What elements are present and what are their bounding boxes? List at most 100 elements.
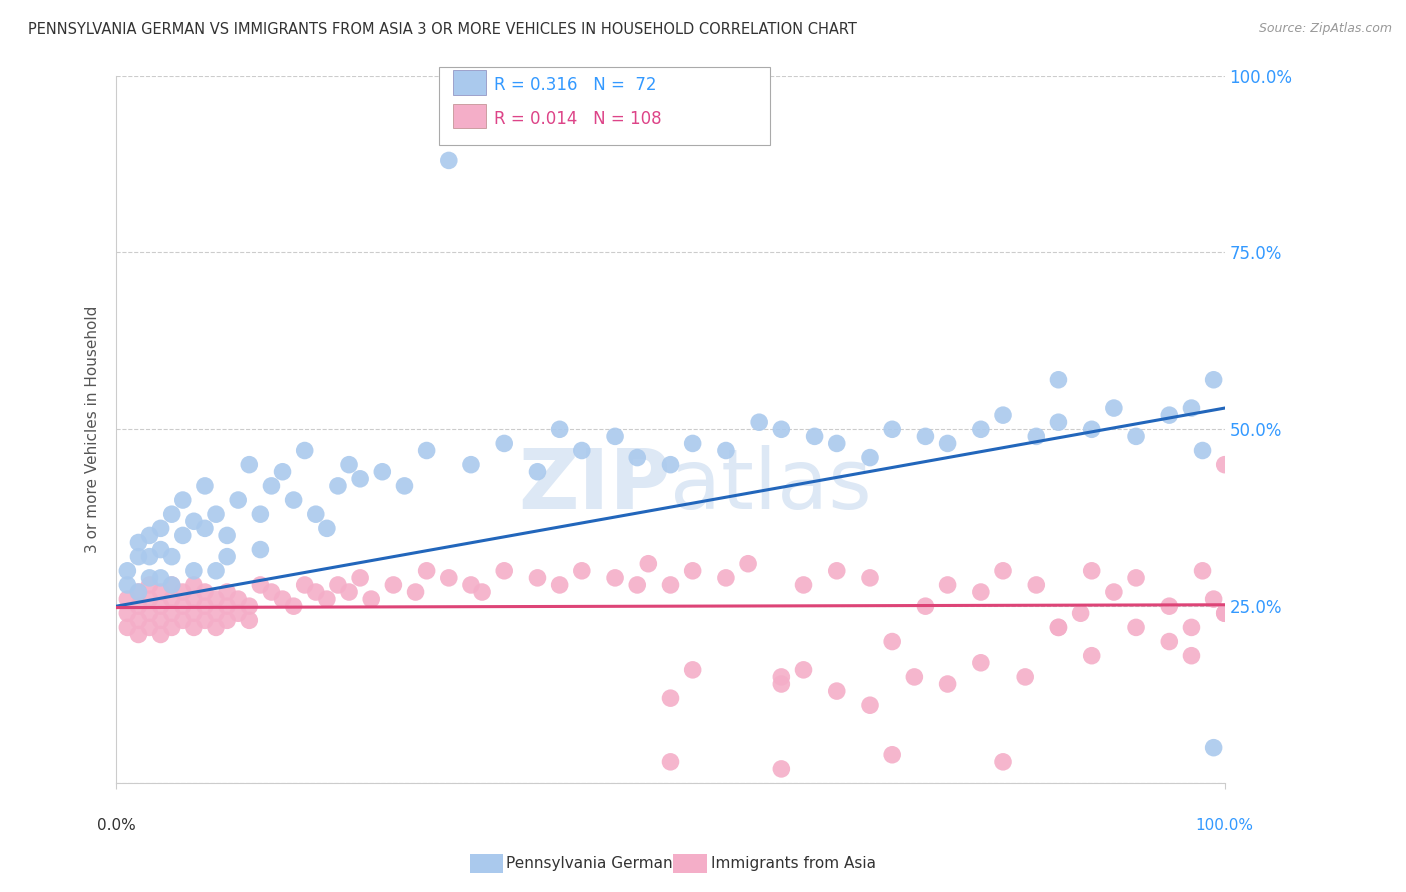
Text: Pennsylvania Germans: Pennsylvania Germans [506, 856, 681, 871]
Point [882, 634, 904, 648]
Point [160, 578, 183, 592]
Point [194, 585, 217, 599]
Point [127, 535, 149, 549]
Text: 0.0%: 0.0% [97, 819, 135, 833]
Point [1102, 585, 1125, 599]
Point [249, 578, 271, 592]
Point [1070, 606, 1092, 620]
Point [117, 578, 139, 592]
Point [1047, 620, 1070, 634]
Point [914, 599, 936, 614]
Point [1025, 429, 1047, 443]
Point [936, 436, 959, 450]
Point [970, 422, 993, 436]
Text: PENNSYLVANIA GERMAN VS IMMIGRANTS FROM ASIA 3 OR MORE VEHICLES IN HOUSEHOLD CORR: PENNSYLVANIA GERMAN VS IMMIGRANTS FROM A… [28, 22, 858, 37]
Point [238, 458, 260, 472]
Point [859, 450, 882, 465]
Point [882, 747, 904, 762]
Point [183, 514, 205, 528]
Point [825, 684, 848, 698]
Point [682, 436, 704, 450]
Point [238, 613, 260, 627]
Point [659, 691, 682, 706]
Point [149, 585, 172, 599]
Point [226, 493, 249, 508]
Point [792, 578, 814, 592]
Point [859, 698, 882, 713]
Point [149, 542, 172, 557]
Text: atlas: atlas [671, 445, 872, 526]
Point [415, 564, 437, 578]
Point [437, 153, 460, 168]
Point [305, 507, 328, 521]
Point [226, 592, 249, 607]
Point [659, 578, 682, 592]
Point [194, 613, 217, 627]
Point [205, 564, 228, 578]
Point [127, 549, 149, 564]
Text: R = 0.014   N = 108: R = 0.014 N = 108 [494, 110, 661, 128]
Point [803, 429, 825, 443]
Point [914, 429, 936, 443]
Point [127, 585, 149, 599]
Point [283, 493, 305, 508]
Point [548, 422, 571, 436]
Point [127, 585, 149, 599]
Point [205, 606, 228, 620]
Point [138, 592, 160, 607]
Point [183, 620, 205, 634]
Point [571, 564, 593, 578]
Point [217, 613, 239, 627]
Point [991, 755, 1014, 769]
Point [1159, 599, 1181, 614]
Point [205, 507, 228, 521]
Point [349, 571, 371, 585]
Point [394, 479, 416, 493]
Text: Source: ZipAtlas.com: Source: ZipAtlas.com [1258, 22, 1392, 36]
Point [659, 755, 682, 769]
Point [260, 479, 283, 493]
Point [205, 620, 228, 634]
Point [659, 458, 682, 472]
Point [138, 571, 160, 585]
Point [1213, 458, 1236, 472]
Point [160, 507, 183, 521]
Point [183, 592, 205, 607]
Point [382, 578, 405, 592]
Point [127, 627, 149, 641]
Point [149, 571, 172, 585]
Point [326, 479, 349, 493]
Point [1202, 592, 1225, 607]
Point [1125, 429, 1147, 443]
Point [315, 521, 337, 535]
Point [770, 422, 793, 436]
Point [117, 564, 139, 578]
Point [149, 627, 172, 641]
Point [970, 585, 993, 599]
Point [172, 493, 194, 508]
Point [1180, 648, 1202, 663]
Point [991, 408, 1014, 422]
Point [494, 436, 516, 450]
Y-axis label: 3 or more Vehicles in Household: 3 or more Vehicles in Household [86, 306, 100, 553]
Point [1159, 634, 1181, 648]
Point [825, 436, 848, 450]
Point [526, 465, 548, 479]
Point [138, 578, 160, 592]
Point [548, 578, 571, 592]
Point [1125, 620, 1147, 634]
Point [138, 549, 160, 564]
Point [415, 443, 437, 458]
Text: R = 0.316   N =  72: R = 0.316 N = 72 [494, 76, 657, 94]
Point [149, 521, 172, 535]
Point [337, 585, 360, 599]
Point [770, 762, 793, 776]
Point [1047, 620, 1070, 634]
Point [194, 479, 217, 493]
Point [1102, 401, 1125, 415]
Point [117, 620, 139, 634]
Point [127, 599, 149, 614]
Point [194, 521, 217, 535]
Point [1080, 564, 1102, 578]
Point [603, 429, 626, 443]
